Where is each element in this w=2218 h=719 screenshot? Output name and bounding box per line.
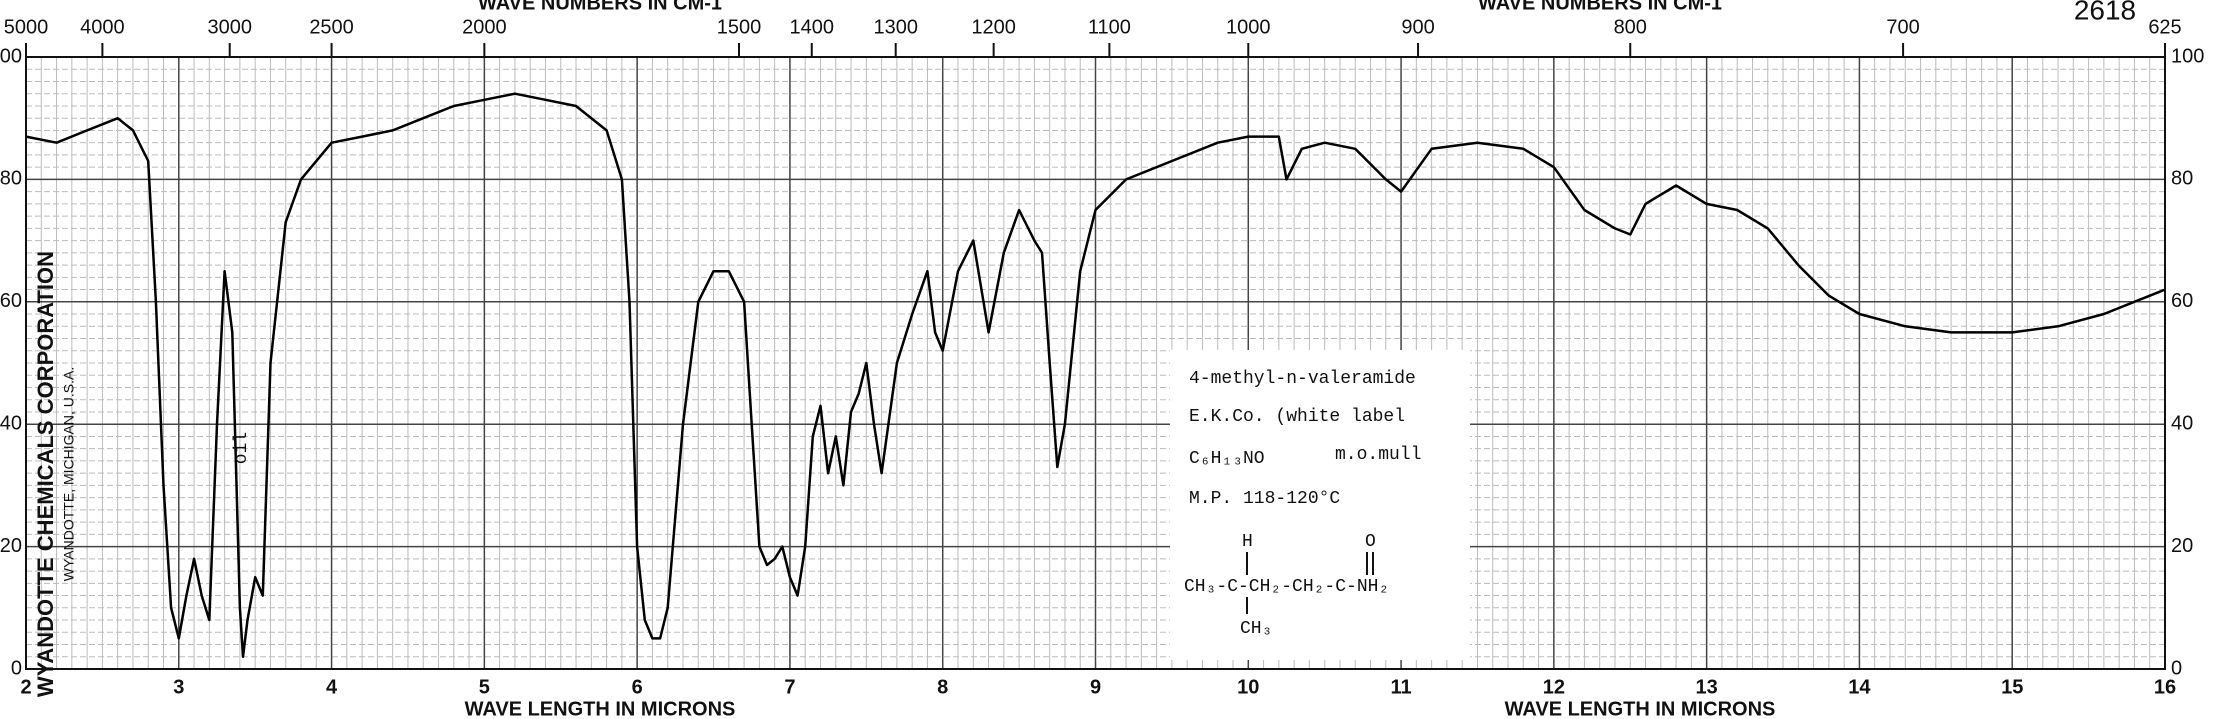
x-tick-label: 4: [326, 676, 338, 698]
y-tick-label: 40: [0, 412, 22, 434]
spectrum-line: [25, 92, 2166, 659]
x-tick-label: 12: [1543, 676, 1565, 698]
structure-o: O: [1365, 532, 1376, 552]
plot-frame: [25, 56, 2166, 670]
y2-tick-label: 20: [2171, 535, 2193, 557]
top-axis-label: WAVE NUMBERS IN CM-1: [478, 0, 722, 14]
y2-tick-label: 80: [2171, 168, 2193, 190]
x2-tick-label: 5000: [4, 16, 49, 38]
grid: [25, 56, 2166, 670]
y2-tick-label: 0: [2171, 657, 2182, 679]
compound: 4-methyl-n-valeramide: [1189, 369, 1416, 389]
formula: C₆H₁₃NO: [1189, 449, 1265, 469]
x-tick-label: 9: [1090, 676, 1101, 698]
y2-tick-label: 40: [2171, 412, 2193, 434]
y2-tick-label: 100: [2171, 45, 2204, 67]
structure-h: H: [1242, 532, 1253, 552]
x2-tick-label: 900: [1401, 16, 1434, 38]
x2-tick-label: 1400: [790, 16, 835, 38]
y-tick-label: 80: [0, 168, 22, 190]
x2-tick-label: 1300: [873, 16, 918, 38]
x2-tick-label: 1200: [971, 16, 1016, 38]
location: WYANDOTTE, MICHIGAN, U.S.A.: [61, 367, 77, 581]
x-tick-label: 14: [1848, 676, 1871, 698]
x2-tick-label: 800: [1614, 16, 1647, 38]
structure-main: CH₃-C-CH₂-CH₂-C-NH₂: [1184, 577, 1389, 597]
x-tick-label: 10: [1237, 676, 1259, 698]
y-tick-label: 20: [0, 535, 22, 557]
x-tick-label: 8: [937, 676, 948, 698]
x2-tick-label: 3000: [207, 16, 252, 38]
x-tick-label: 16: [2154, 676, 2176, 698]
x2-tick-label: 700: [1886, 16, 1919, 38]
x2-tick-label: 2000: [462, 16, 507, 38]
top-axis-label: WAVE NUMBERS IN CM-1: [1478, 0, 1722, 14]
x-tick-label: 15: [2001, 676, 2023, 698]
melting-point: M.P. 118-120°C: [1189, 489, 1340, 509]
structure-ch3: CH₃: [1240, 619, 1272, 639]
x-axis-label: WAVE LENGTH IN MICRONS: [1505, 698, 1776, 719]
company: WYANDOTTE CHEMICALS CORPORATION: [33, 251, 58, 697]
x2-tick-label: 1000: [1226, 16, 1271, 38]
y-tick-label: 60: [0, 290, 22, 312]
x-tick-label: 2: [20, 676, 31, 698]
y2-tick-label: 60: [2171, 290, 2193, 312]
medium: m.o.mull: [1335, 445, 1421, 465]
oil-note: oil: [232, 432, 252, 464]
y-tick-label: 0: [11, 657, 22, 679]
sheet-number: 2618: [2074, 0, 2136, 25]
x-tick-label: 3: [173, 676, 184, 698]
x-tick-label: 6: [632, 676, 643, 698]
marks: [25, 92, 2166, 659]
label-box: [1170, 350, 1470, 660]
x2-tick-label: 4000: [80, 16, 125, 38]
x2-tick-label: 625: [2148, 16, 2181, 38]
x2-tick-label: 1500: [717, 16, 762, 38]
x-tick-label: 13: [1696, 676, 1718, 698]
y-tick-label: 100: [0, 45, 22, 67]
x-tick-label: 5: [479, 676, 490, 698]
x-tick-label: 7: [784, 676, 795, 698]
x2-tick-label: 1100: [1088, 16, 1131, 38]
x-tick-label: 11: [1390, 676, 1411, 698]
x2-tick-label: 2500: [309, 16, 354, 38]
source: E.K.Co. (white label: [1189, 407, 1405, 427]
x-axis-label: WAVE LENGTH IN MICRONS: [465, 698, 736, 719]
